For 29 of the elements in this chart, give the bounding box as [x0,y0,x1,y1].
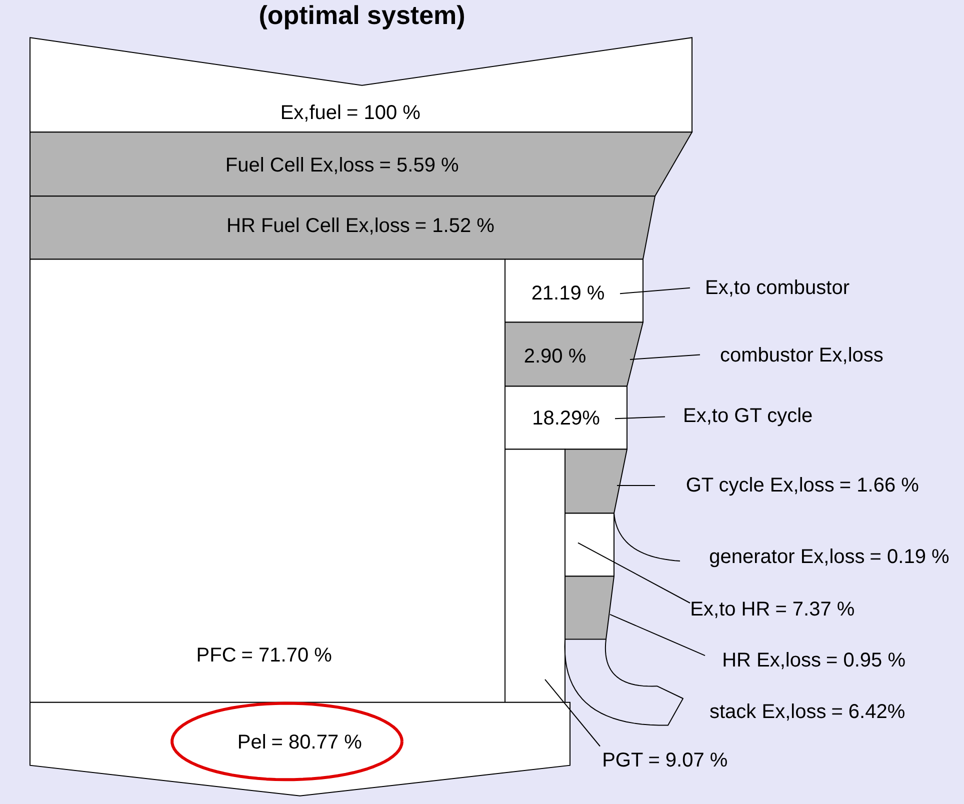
category-label: PGT [602,750,644,772]
data-label: = 100 % [346,102,421,124]
text: (optimal system) [258,0,466,30]
data-label: = 5.59 % [379,154,460,177]
category-label: Ex,to HR [690,598,770,621]
data-label: 18.29% [532,408,600,430]
category-label: HR Fuel Cell Ex,loss [226,214,410,237]
data-label: = 9.07 % [648,750,728,772]
category-label: GT cycle Ex,loss [686,474,834,497]
category-label: Ex,to GT cycle [683,404,813,427]
category-label: generator Ex,loss [709,546,865,568]
category-label: Pel [237,731,266,754]
data-label: = 80.77 % [271,731,362,754]
data-label: = 0.95 % [826,649,906,672]
data-label: = 71.70 % [241,644,332,667]
data-label: = 1.52 % [414,214,495,237]
category-label: Ex,to combustor [705,276,850,299]
category-label: PFC [196,644,236,667]
category-label: stack Ex,loss [709,700,826,723]
data-label: 2.90 % [524,346,586,368]
category-label: HR Ex,loss [722,649,821,672]
data-label: = 1.66 % [839,474,920,497]
category-label: combustor Ex,loss [720,344,884,367]
category-label: Ex,fuel [280,102,342,124]
data-label: 21.19 % [531,282,605,305]
data-label: = 7.37 % [775,598,855,621]
data-label: = 0.19 % [870,546,950,568]
data-label: = 6.42% [831,700,906,723]
category-label: Fuel Cell Ex,loss [225,154,374,177]
